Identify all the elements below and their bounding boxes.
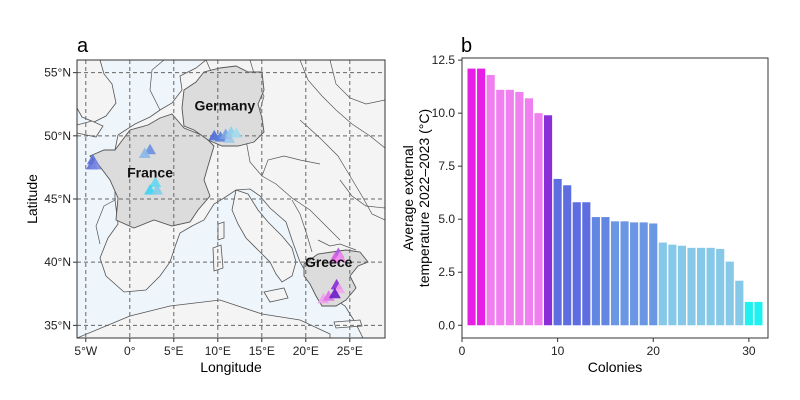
map-x-axis-label: Longitude: [200, 359, 262, 375]
bar: [467, 68, 476, 326]
map-y-tick-label: 40°N: [44, 255, 71, 269]
map-x-tick-label: 5°E: [164, 344, 183, 358]
bar: [563, 185, 572, 326]
bar-x-tick-label: 30: [742, 344, 756, 358]
map-y-axis-label: Latitude: [24, 174, 40, 224]
map-gridlines: [77, 60, 385, 338]
country-label: Greece: [305, 254, 353, 270]
panel-label-b: b: [461, 35, 472, 57]
map-point-triangle: [334, 251, 347, 262]
map-x-tick-label: 5°W: [74, 344, 97, 358]
bar-x-axis: 0 10 20 30: [459, 338, 756, 358]
bar-x-tick-label: 20: [647, 344, 661, 358]
bar: [610, 221, 620, 326]
map-panel: Germany France Greece 5°W 0° 5°E 10°E 15°E 20°E…: [24, 59, 386, 375]
map-points: [85, 126, 347, 304]
bar-y-tick-label: 2.5: [438, 265, 455, 279]
bar: [744, 301, 753, 326]
bar-x-tick-label: 0: [459, 344, 466, 358]
bar: [735, 280, 744, 326]
bar-y-tick-label: 12.5: [432, 53, 456, 67]
country-label: France: [127, 165, 173, 181]
bar: [696, 247, 706, 326]
panel-label-a: a: [77, 35, 89, 57]
map-y-tick-label: 50°N: [44, 129, 71, 143]
bar-y-tick-label: 0.0: [438, 318, 455, 332]
map-point-triangle: [149, 176, 162, 188]
map-point-triangle: [328, 287, 341, 299]
bar: [582, 202, 591, 326]
bar-y-axis-label-line2: temperature 2022–2023 (°C): [416, 109, 432, 287]
country-label: Germany: [194, 98, 255, 114]
bar: [543, 115, 553, 326]
bar: [477, 68, 486, 326]
map-point-triangle: [223, 132, 236, 143]
bar-panel: 0 10 20 30 0.0 2.5 5.0 7.5 10.0 12.5 Colonies Av…: [400, 53, 769, 375]
bar-x-tick-label: 10: [551, 344, 565, 358]
map-x-tick-label: 10°E: [205, 344, 231, 358]
bar: [496, 89, 505, 326]
bar: [620, 221, 629, 326]
map-y-axis: 35°N 40°N 45°N 50°N 55°N: [44, 66, 77, 332]
map-point-triangle: [151, 184, 164, 195]
bar-y-tick-label: 5.0: [438, 212, 455, 226]
bar-y-tick-label: 7.5: [438, 159, 455, 173]
map-y-tick-label: 35°N: [44, 318, 71, 332]
bar: [754, 301, 763, 326]
bar: [534, 113, 543, 326]
bar: [486, 74, 495, 326]
bar: [668, 244, 677, 326]
bar-y-axis: 0.0 2.5 5.0 7.5 10.0 12.5: [432, 53, 462, 332]
bar: [706, 247, 715, 326]
map-x-tick-label: 15°E: [249, 344, 275, 358]
bar: [553, 178, 562, 326]
map-x-axis: 5°W 0° 5°E 10°E 15°E 20°E 25°E: [74, 338, 363, 358]
bar: [572, 202, 581, 326]
bar-y-axis-label-line1: Average external: [400, 145, 416, 251]
bar: [524, 98, 534, 326]
map-x-tick-label: 25°E: [337, 344, 363, 358]
bar: [687, 247, 696, 326]
bar: [716, 248, 725, 326]
bar: [601, 217, 610, 326]
map-country-labels: Germany France Greece: [127, 98, 353, 271]
map-point-triangle: [138, 147, 151, 159]
bar-series: [467, 68, 763, 326]
bar: [658, 242, 667, 326]
map-x-tick-label: 0°: [124, 344, 136, 358]
bar-y-tick-label: 10.0: [432, 106, 456, 120]
bar: [677, 245, 687, 326]
bar-y-axis-label: Average external temperature 2022–2023 (…: [400, 109, 432, 287]
bar: [505, 89, 514, 326]
bar: [725, 261, 734, 326]
bar-x-axis-label: Colonies: [588, 359, 642, 375]
map-point-triangle: [89, 158, 102, 170]
map-y-tick-label: 45°N: [44, 192, 71, 206]
bar: [630, 222, 639, 326]
map-y-tick-label: 55°N: [44, 66, 71, 80]
bar: [591, 217, 600, 326]
map-point-triangle: [230, 127, 243, 138]
bar: [649, 223, 658, 326]
bar: [639, 222, 648, 326]
map-x-tick-label: 20°E: [293, 344, 319, 358]
bar: [515, 91, 524, 326]
